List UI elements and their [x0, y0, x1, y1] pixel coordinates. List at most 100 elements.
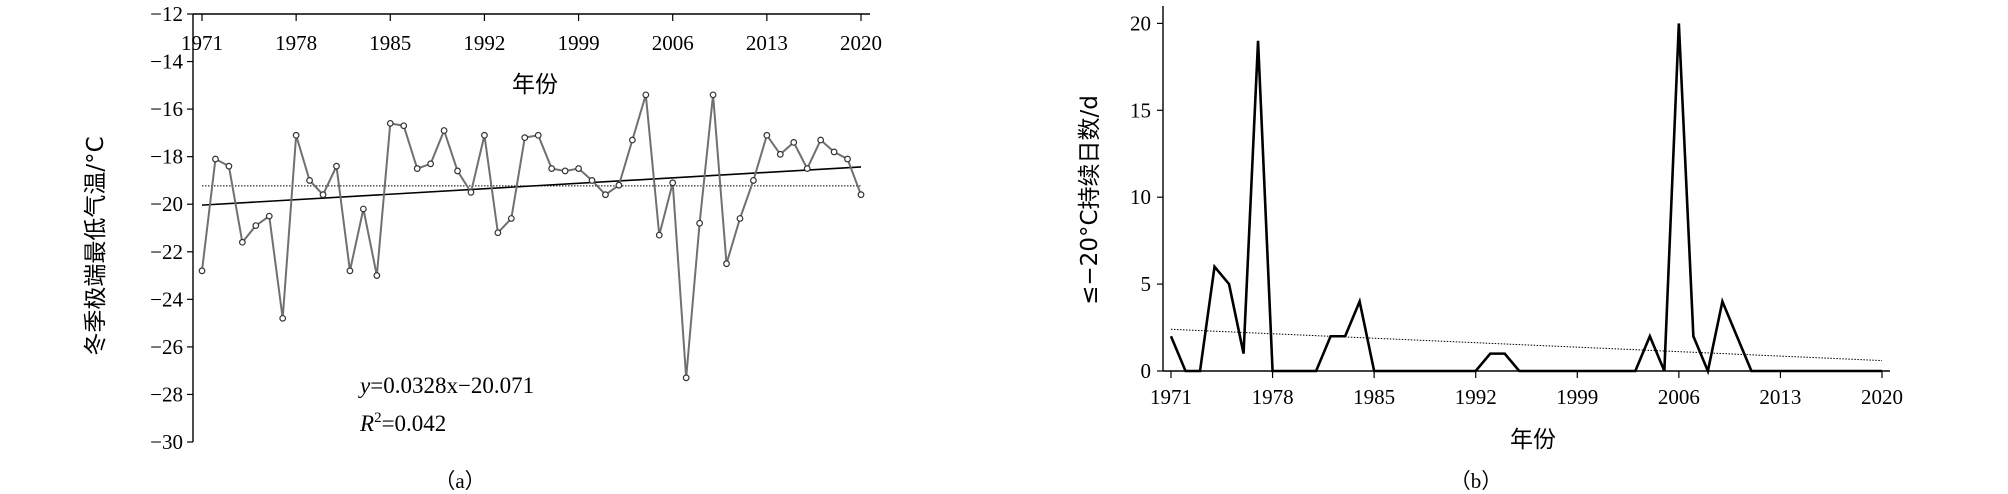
- panel-a-r-rhs: =0.042: [382, 411, 447, 436]
- panel-a-point: [467, 188, 475, 196]
- panel-b-label: （b）: [1450, 469, 1503, 493]
- panel-a-point: [655, 231, 663, 239]
- panel-a-x-tick-label: 1999: [558, 31, 600, 55]
- panel-a-x-tick-label: 1978: [275, 31, 317, 55]
- panel-a-point: [602, 191, 609, 199]
- panel-a-y-tick-label: −28: [150, 382, 183, 406]
- panel-a-point: [750, 177, 757, 184]
- panel-a-point: [319, 191, 327, 199]
- panel-a-point: [306, 177, 313, 184]
- panel-a-point: [279, 314, 287, 322]
- panel-a-x-tick-label: 1992: [463, 31, 505, 55]
- panel-a-point: [440, 127, 448, 134]
- panel-b-y-tick-label: 10: [1130, 185, 1151, 209]
- panel-a-point: [454, 167, 461, 175]
- panel-a-point: [333, 162, 340, 170]
- panel-a-point: [534, 131, 542, 139]
- panel-a-point: [346, 267, 354, 275]
- panel-a-plot-lines: [201, 166, 862, 206]
- panel-a-x-tick-label: 2013: [746, 31, 788, 55]
- panel-a-point: [373, 272, 381, 279]
- panel-a-point: [736, 215, 744, 222]
- panel-b-y-axis-title: ≤−20°C持续日数/d: [1077, 95, 1103, 305]
- panel-b-x-axis-title: 年份: [1510, 427, 1556, 453]
- panel-a-label: （a）: [434, 469, 485, 493]
- panel-a-x-tick-label: 2020: [840, 31, 882, 55]
- panel-a-y-tick-label: −24: [150, 287, 183, 311]
- panel-a-point: [763, 131, 771, 139]
- panel-a-point: [481, 131, 488, 139]
- panel-a-point: [709, 91, 717, 99]
- panel-a-y-tick-label: −26: [150, 335, 183, 359]
- panel-a-point: [238, 238, 246, 246]
- panel-a-point: [696, 219, 704, 227]
- panel-a-y-tick-label: −30: [150, 430, 183, 454]
- panel-a-y-tick-label: −14: [150, 50, 183, 74]
- panel-a-r-squared: R2=0.042: [359, 410, 446, 436]
- panel-a-point: [494, 229, 502, 237]
- panel-a-point: [682, 374, 690, 382]
- panel-a-point: [642, 91, 650, 99]
- panel-b-x-ticks: 1971 1978 1985 1992 1999 2006 2013 2020: [1150, 371, 1903, 409]
- panel-b-y-tick-label: 20: [1130, 11, 1151, 35]
- panel-a-point: [588, 177, 596, 184]
- panel-b-y-tick-label: 0: [1141, 359, 1152, 383]
- panel-a-point: [359, 205, 367, 213]
- panel-b-plot-lines: [1170, 328, 1883, 362]
- panel-a-point: [790, 138, 798, 146]
- panel-b-x-tick-label: 1992: [1455, 385, 1497, 409]
- panel-a-point: [507, 215, 515, 222]
- panel-a-equation-var: y: [358, 373, 371, 398]
- panel-b-x-tick-label: 1985: [1353, 385, 1395, 409]
- panel-a-point: [830, 148, 838, 156]
- panel-b-x-tick-label: 2020: [1861, 385, 1903, 409]
- panel-a-y-tick-label: −12: [150, 2, 183, 26]
- panel-a-x-tick-label: 2006: [652, 31, 694, 55]
- panel-b: 0 5 10 15 20 1971 1978 1985 1992 1999 2006 2013 202…: [1077, 6, 1903, 493]
- panel-a-point: [575, 165, 582, 172]
- panel-a-equation: y=0.0328x−20.071: [358, 373, 534, 398]
- panel-a-point: [212, 155, 219, 163]
- panel-a-x-axis-title: 年份: [512, 72, 558, 98]
- panel-b-y-tick-label: 5: [1141, 272, 1152, 296]
- panel-a-x-ticks: 1971 1978 1985 1992 1999 2006 2013 2020: [181, 14, 882, 55]
- panel-a-series-line: [201, 94, 862, 378]
- panel-a-point: [561, 167, 569, 175]
- panel-b-trend-line: [1170, 328, 1883, 362]
- panel-b-x-tick-label: 2013: [1759, 385, 1801, 409]
- panel-b-x-tick-label: 1999: [1556, 385, 1598, 409]
- panel-a-point: [413, 165, 421, 172]
- panel-a-point: [817, 136, 825, 144]
- panel-a-point: [252, 222, 260, 230]
- panel-a-trend-line: [201, 166, 862, 206]
- panel-a-point: [615, 181, 623, 189]
- panel-a-point: [776, 150, 784, 158]
- panel-b-y-tick-label: 15: [1130, 98, 1151, 122]
- panel-a-point: [803, 165, 811, 172]
- panel-a-point: [225, 162, 233, 170]
- panel-a-r-sup: 2: [374, 410, 382, 426]
- panel-a-point: [265, 212, 273, 220]
- panel-a-y-tick-label: −20: [150, 192, 183, 216]
- panel-b-y-ticks: 0 5 10 15 20: [1130, 11, 1163, 383]
- panel-a-x-tick-label: 1985: [369, 31, 411, 55]
- panel-b-x-tick-label: 1971: [1150, 385, 1192, 409]
- panel-a-point: [386, 119, 394, 127]
- panel-a-equation-rhs: =0.0328x−20.071: [370, 373, 534, 398]
- panel-a-y-tick-label: −16: [150, 97, 183, 121]
- panel-a-y-tick-label: −18: [150, 145, 183, 169]
- panel-b-x-tick-label: 1978: [1252, 385, 1294, 409]
- panel-a-point: [857, 191, 865, 199]
- panel-a-point: [400, 122, 408, 130]
- panel-a-y-tick-label: −22: [150, 240, 183, 264]
- panel-a-series: [198, 91, 865, 382]
- panel-a-point: [844, 155, 851, 163]
- panel-a-y-axis-title: 冬季极端最低气温/°C: [83, 136, 109, 355]
- panel-b-series: [1169, 23, 1882, 376]
- panel-a-point: [723, 260, 730, 268]
- panel-a-point: [628, 136, 636, 144]
- panel-b-x-tick-label: 2006: [1658, 385, 1700, 409]
- panel-a: −12−14−16−18−20−22−24−26−28−30 1971 1978 1…: [83, 2, 882, 493]
- panel-a-point: [669, 179, 677, 187]
